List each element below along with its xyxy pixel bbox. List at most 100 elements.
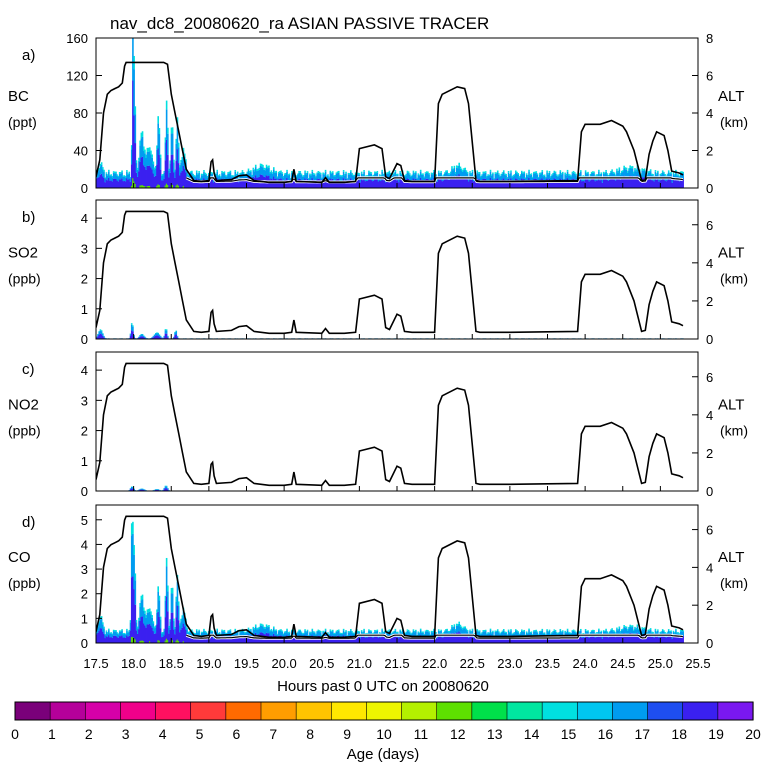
- tracer-bar: [443, 179, 446, 188]
- tracer-bar: [517, 174, 519, 180]
- tracer-bar: [117, 637, 120, 643]
- tracer-bar: [646, 180, 648, 188]
- tracer-bar: [127, 636, 129, 643]
- tracer-bar: [406, 630, 409, 636]
- tracer-bar: [527, 632, 529, 634]
- tracer-bar: [126, 170, 128, 172]
- tracer-bar: [155, 333, 157, 336]
- tracer-bar: [248, 629, 251, 631]
- tracer-bar: [309, 631, 311, 633]
- tracer-bar: [640, 173, 642, 175]
- tracer-bar: [523, 171, 526, 174]
- tracer-bar: [319, 630, 322, 633]
- tracer-bar: [630, 625, 633, 628]
- tracer-bar: [123, 637, 126, 643]
- tracer-bar: [213, 179, 216, 188]
- tracer-bar: [516, 630, 518, 632]
- tracer-bar: [553, 629, 556, 631]
- tracer-bar: [96, 337, 98, 339]
- tracer-bar: [244, 632, 246, 634]
- tracer-bar: [411, 632, 414, 634]
- tracer-bar: [169, 629, 172, 643]
- tracer-bar: [475, 181, 477, 188]
- tracer-bar: [132, 331, 134, 339]
- colorbar-swatch: [541, 701, 578, 721]
- tracer-bar: [658, 637, 660, 643]
- tracer-bar: [134, 573, 137, 581]
- tracer-bar: [228, 635, 231, 643]
- tracer-bar: [540, 172, 542, 175]
- tracer-bar: [157, 586, 159, 593]
- tracer-bar: [250, 170, 252, 173]
- tracer-bar: [549, 637, 552, 643]
- tracer-bar: [129, 488, 132, 490]
- tracer-bar: [281, 630, 284, 632]
- tracer-bar: [412, 630, 415, 636]
- tracer-bar: [682, 630, 684, 632]
- tracer-bar: [404, 180, 406, 188]
- tracer-bar: [481, 180, 483, 188]
- tracer-bar: [454, 630, 457, 636]
- tracer-bar: [242, 179, 245, 188]
- tracer-bar: [333, 637, 335, 643]
- tracer-bar: [510, 170, 512, 173]
- tracer-bar: [148, 611, 151, 625]
- tracer-bar: [604, 172, 606, 175]
- tracer-bar: [649, 629, 652, 635]
- tracer-bar: [129, 178, 132, 182]
- tracer-bar: [304, 172, 306, 179]
- tracer-bar: [418, 632, 421, 634]
- tracer-bar: [289, 182, 292, 188]
- tracer-bar: [206, 177, 209, 182]
- tracer-bar: [216, 178, 218, 188]
- tracer-bar-core: [165, 183, 168, 188]
- tracer-bar-core: [130, 637, 133, 643]
- tracer-bar: [99, 619, 102, 629]
- tracer-bar: [368, 635, 370, 643]
- tracer-bar: [161, 637, 163, 643]
- tracer-bar: [580, 171, 582, 179]
- colorbar-tick-label: 14: [524, 726, 540, 742]
- tracer-bar: [436, 181, 439, 188]
- tracer-bar: [601, 179, 604, 183]
- tracer-bar: [244, 633, 246, 637]
- tracer-bar: [481, 637, 483, 643]
- tracer-bar: [345, 171, 347, 174]
- tracer-bar: [147, 165, 150, 188]
- tracer-bar: [139, 145, 141, 162]
- tracer-bar: [132, 488, 134, 491]
- tracer-bar: [488, 637, 491, 643]
- tracer-bar: [676, 180, 678, 188]
- tracer-bar: [559, 630, 562, 636]
- tracer-bar: [446, 630, 448, 636]
- tracer-bar: [392, 636, 394, 643]
- tracer-bar: [646, 632, 648, 634]
- tracer-bar: [381, 169, 383, 172]
- tracer-bar: [217, 637, 220, 643]
- tracer-bar: [468, 637, 470, 643]
- tracer-bar: [399, 178, 402, 188]
- tracer-bar: [339, 633, 341, 638]
- tracer-bar: [600, 630, 603, 632]
- tracer-bar: [240, 636, 243, 643]
- tracer-bar: [110, 180, 113, 188]
- tracer-bar: [269, 631, 271, 636]
- tracer-bar: [460, 170, 463, 178]
- tracer-bar: [654, 630, 657, 636]
- tracer-bar: [521, 630, 523, 636]
- tracer-bar: [186, 627, 188, 630]
- x-tick-label: 18.0: [121, 656, 146, 671]
- tracer-bar-core: [132, 178, 134, 188]
- tracer-bar: [535, 631, 538, 636]
- tracer-bar: [360, 635, 363, 643]
- tracer-bar: [170, 587, 173, 594]
- tracer-bar: [623, 633, 625, 643]
- tracer-bar: [528, 630, 530, 636]
- tracer-bar: [366, 632, 369, 634]
- tracer-bar: [374, 171, 376, 174]
- tracer-bar: [192, 636, 194, 643]
- tracer-bar: [549, 633, 552, 635]
- tracer-bar: [530, 179, 533, 188]
- tracer-bar: [511, 176, 513, 178]
- tracer-bar: [424, 179, 427, 188]
